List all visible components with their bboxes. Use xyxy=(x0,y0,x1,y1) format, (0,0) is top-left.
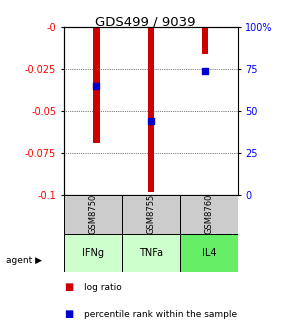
Point xyxy=(203,68,207,73)
Point xyxy=(94,83,99,88)
Bar xyxy=(93,27,100,143)
Text: IL4: IL4 xyxy=(202,248,216,258)
Point xyxy=(148,118,153,124)
Bar xyxy=(64,234,122,272)
Bar xyxy=(180,234,238,272)
Text: agent ▶: agent ▶ xyxy=(6,256,42,265)
Text: GDS499 / 9039: GDS499 / 9039 xyxy=(95,15,195,28)
Text: percentile rank within the sample: percentile rank within the sample xyxy=(84,310,237,319)
Text: TNFa: TNFa xyxy=(139,248,163,258)
Bar xyxy=(64,195,122,234)
Text: GSM8760: GSM8760 xyxy=(204,194,213,235)
Text: ■: ■ xyxy=(64,282,73,292)
Bar xyxy=(122,195,180,234)
Text: GSM8750: GSM8750 xyxy=(88,194,97,234)
Text: ■: ■ xyxy=(64,309,73,319)
Bar xyxy=(202,27,209,54)
Text: log ratio: log ratio xyxy=(84,283,122,292)
Text: IFNg: IFNg xyxy=(82,248,104,258)
Bar xyxy=(180,195,238,234)
Text: GSM8755: GSM8755 xyxy=(146,194,155,234)
Bar xyxy=(148,27,154,192)
Bar xyxy=(122,234,180,272)
